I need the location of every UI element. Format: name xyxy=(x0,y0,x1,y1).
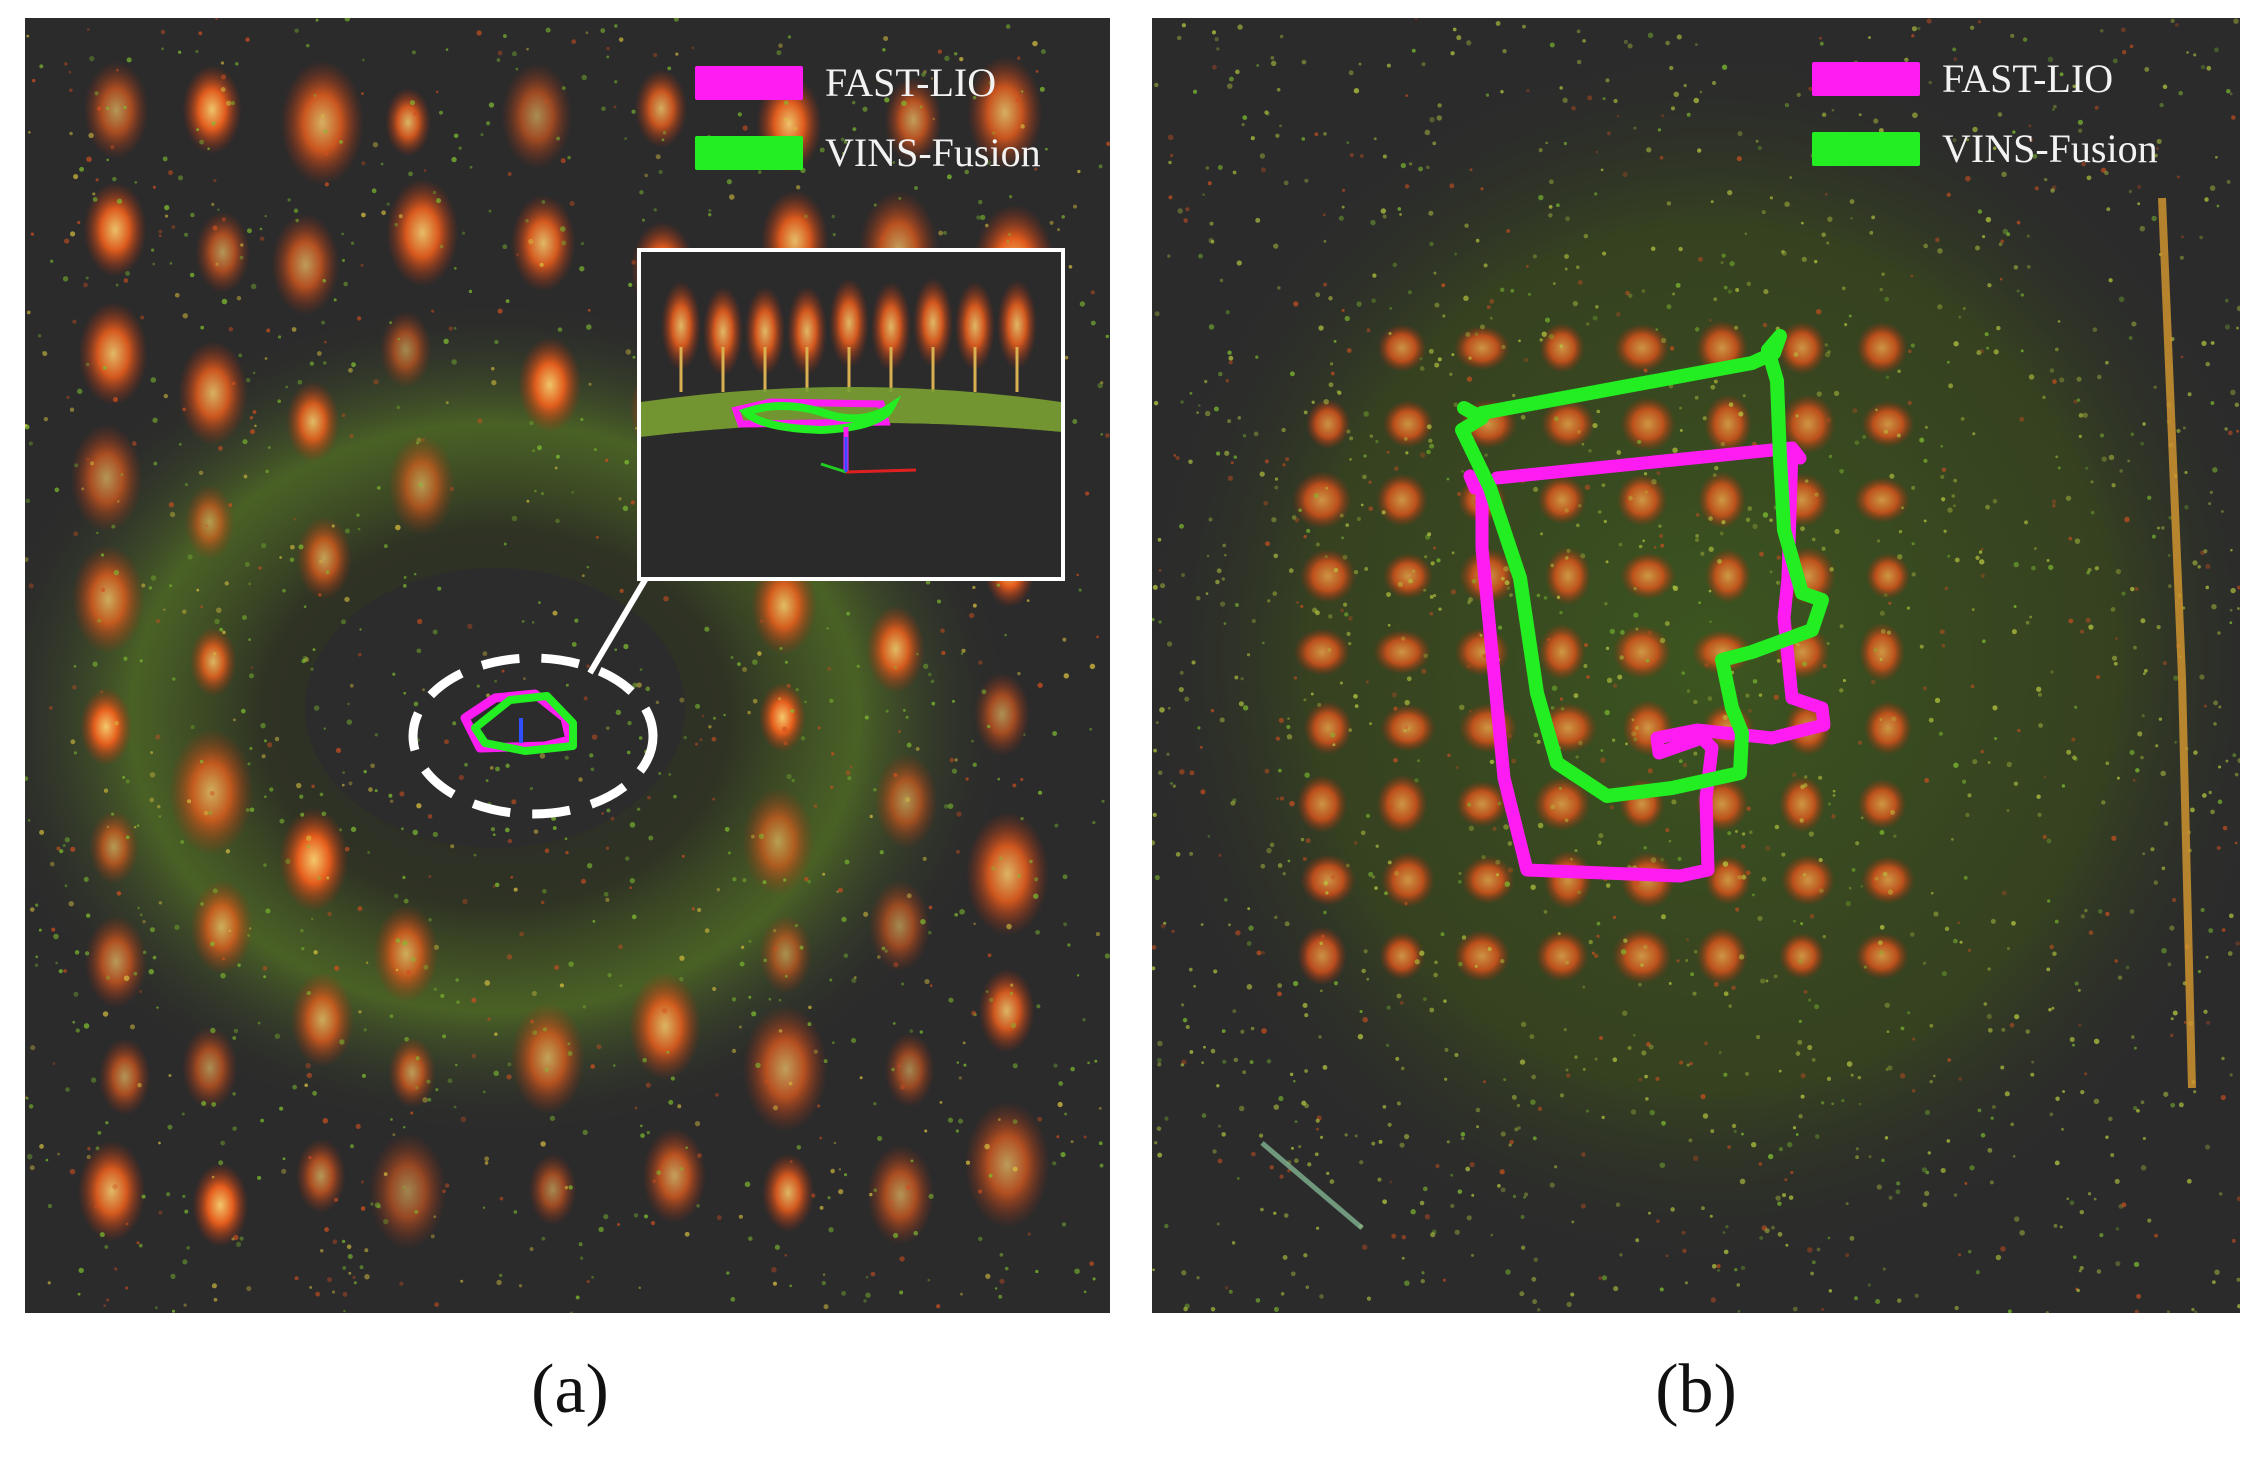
legend-item-fast-lio: FAST-LIO xyxy=(1812,54,2158,104)
x-axis-icon xyxy=(845,468,917,474)
scatter-points-a xyxy=(25,18,1110,1313)
caption-a: (a) xyxy=(531,1351,609,1428)
fast-lio-swatch xyxy=(695,66,803,100)
point-cloud-panel-a: FAST-LIO VINS-Fusion xyxy=(25,18,1110,1313)
legend-label: VINS-Fusion xyxy=(825,130,1041,175)
callout-line xyxy=(587,561,658,675)
point-cloud-view-b xyxy=(1152,18,2240,1313)
scatter-points-b xyxy=(1152,18,2240,1313)
legend-label: FAST-LIO xyxy=(1942,56,2114,101)
vins-fusion-swatch xyxy=(1812,132,1920,166)
legend-a: FAST-LIO VINS-Fusion xyxy=(695,58,1041,178)
inset-view xyxy=(641,252,1061,577)
legend-item-vins-fusion: VINS-Fusion xyxy=(1812,124,2158,174)
vins-fusion-swatch xyxy=(695,136,803,170)
fast-lio-trajectory-b xyxy=(1463,441,1831,883)
legend-label: VINS-Fusion xyxy=(1942,126,2158,171)
zoom-inset xyxy=(637,248,1065,581)
vins-fusion-trajectory-inset xyxy=(738,395,902,435)
fence-line xyxy=(2158,197,2196,1089)
vins-fusion-trajectory-a xyxy=(471,692,577,755)
point-cloud-view-a xyxy=(25,18,1110,1313)
legend-item-fast-lio: FAST-LIO xyxy=(695,58,1041,108)
path-edge xyxy=(1260,1141,1364,1230)
legend-b: FAST-LIO VINS-Fusion xyxy=(1812,54,2158,174)
highlight-circle xyxy=(408,653,658,819)
vins-fusion-trajectory-b xyxy=(1455,329,1829,803)
fast-lio-swatch xyxy=(1812,62,1920,96)
legend-item-vins-fusion: VINS-Fusion xyxy=(695,128,1041,178)
legend-label: FAST-LIO xyxy=(825,60,997,105)
caption-b: (b) xyxy=(1655,1351,1737,1428)
y-axis-icon xyxy=(820,462,847,474)
point-cloud-panel-b: FAST-LIO VINS-Fusion xyxy=(1152,18,2240,1313)
